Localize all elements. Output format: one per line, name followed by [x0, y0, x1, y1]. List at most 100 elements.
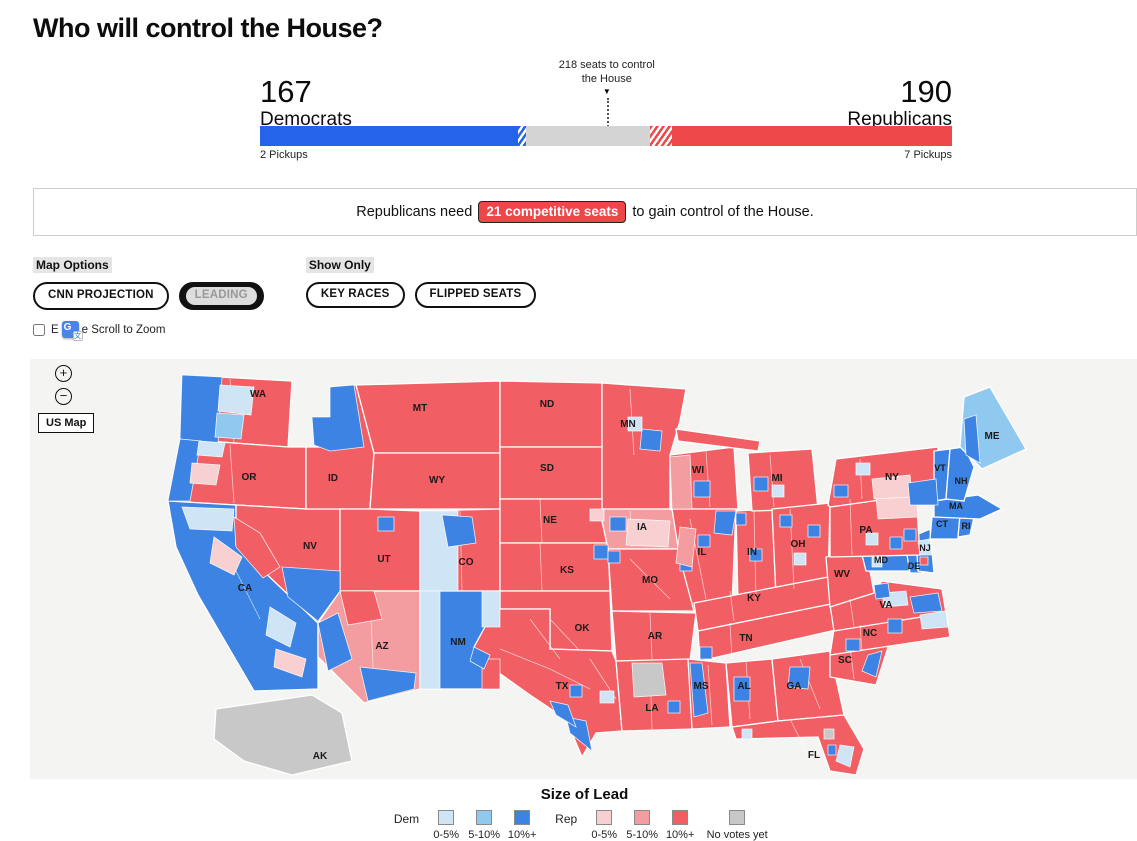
district-MN[interactable] — [639, 428, 663, 451]
district-IA[interactable] — [609, 516, 627, 531]
state-label-VT: VT — [934, 463, 946, 473]
district-UT[interactable] — [377, 516, 395, 531]
district-IL[interactable] — [697, 534, 711, 547]
district-boundary-line — [849, 598, 855, 627]
district-MI[interactable] — [753, 476, 769, 491]
legend-title: Size of Lead — [540, 785, 629, 803]
district-FL[interactable] — [827, 744, 837, 755]
district-boundary-line — [629, 558, 671, 599]
map-filter-button-flipped-seats[interactable]: FLIPPED SEATS — [414, 282, 537, 308]
state-AK[interactable] — [213, 693, 353, 776]
district-ME[interactable] — [963, 413, 981, 464]
district-IN[interactable] — [749, 548, 763, 561]
district-NM[interactable] — [419, 590, 441, 689]
district-IL[interactable] — [675, 526, 697, 567]
district-LA[interactable] — [667, 700, 681, 713]
district-TN[interactable] — [699, 646, 713, 659]
district-VA[interactable] — [873, 582, 891, 599]
district-TX[interactable] — [469, 645, 491, 670]
us-map-button[interactable]: US Map — [38, 412, 95, 433]
map-zoom-out-button[interactable]: − — [55, 387, 72, 405]
district-FL[interactable] — [741, 728, 753, 739]
district-OH[interactable] — [807, 524, 821, 537]
district-TX[interactable] — [549, 699, 577, 728]
district-MD[interactable] — [871, 556, 883, 567]
state-ND[interactable] — [499, 379, 603, 448]
map-filter-button-key-races[interactable]: KEY RACES — [305, 282, 405, 308]
district-TX[interactable] — [599, 690, 615, 703]
district-MS[interactable] — [689, 662, 709, 718]
district-GA[interactable] — [787, 666, 811, 689]
district-AZ[interactable] — [317, 611, 353, 672]
district-NJ[interactable] — [917, 538, 933, 555]
state-label-OR: OR — [242, 472, 258, 483]
district-CA[interactable] — [181, 506, 235, 531]
state-MT[interactable] — [355, 379, 501, 454]
enable-scroll-zoom-checkbox[interactable]: E G 文 e Scroll to Zoom — [33, 319, 1137, 341]
district-CA[interactable] — [273, 647, 307, 678]
district-TX[interactable] — [569, 684, 583, 697]
state-FL[interactable] — [731, 713, 865, 776]
district-ID[interactable] — [311, 384, 365, 451]
district-CA[interactable] — [209, 535, 243, 576]
district-NM[interactable] — [481, 590, 501, 627]
map-filter-button-leading[interactable]: LEADING — [178, 282, 264, 310]
map-zoom-in-button[interactable]: + — [55, 364, 72, 382]
district-OR[interactable] — [196, 440, 226, 457]
district-PA[interactable] — [903, 528, 917, 541]
district-FL[interactable] — [823, 728, 835, 739]
state-label-FL: FL — [808, 750, 820, 761]
control-threshold-label: 218 seats to control the House — [542, 58, 672, 87]
district-VA[interactable] — [909, 592, 943, 613]
district-WI[interactable] — [669, 454, 693, 509]
district-AL[interactable] — [733, 676, 751, 701]
district-IA[interactable] — [625, 518, 671, 547]
district-KS[interactable] — [593, 544, 609, 559]
district-NJ[interactable] — [919, 556, 929, 565]
district-MO[interactable] — [607, 550, 621, 563]
district-SC[interactable] — [861, 649, 883, 678]
district-MN[interactable] — [627, 416, 643, 431]
district-FL[interactable] — [835, 744, 855, 768]
state-MA[interactable] — [933, 493, 1004, 520]
district-PA[interactable] — [889, 536, 903, 549]
state-KS[interactable] — [499, 541, 611, 592]
district-WA[interactable] — [214, 412, 245, 439]
district-IL[interactable] — [713, 510, 737, 535]
district-NY[interactable] — [833, 484, 849, 497]
district-CA[interactable] — [233, 515, 281, 579]
district-CO[interactable] — [441, 514, 477, 547]
state-label-CA: CA — [238, 583, 252, 594]
district-NC[interactable] — [887, 618, 903, 633]
district-NY[interactable] — [907, 478, 939, 505]
district-NM[interactable] — [481, 658, 501, 689]
district-TX[interactable] — [565, 715, 593, 752]
district-boundary-line — [729, 622, 733, 659]
district-OH[interactable] — [793, 552, 807, 565]
state-label-VA: VA — [879, 600, 892, 611]
district-NC[interactable] — [845, 638, 861, 651]
district-WA[interactable] — [217, 384, 255, 415]
map-filter-button-cnn-projection[interactable]: CNN PROJECTION — [33, 282, 169, 310]
district-CA[interactable] — [265, 605, 297, 648]
district-NC[interactable] — [919, 610, 949, 629]
district-AZ[interactable] — [359, 666, 417, 701]
district-IN[interactable] — [735, 512, 747, 525]
legend-item-dem-0: 0-5% — [427, 809, 465, 841]
district-AZ[interactable] — [339, 590, 383, 625]
district-OR[interactable] — [167, 438, 202, 501]
district-boundary-line — [849, 498, 853, 555]
house-districts-map[interactable]: WA OR ID MT WY ND SD NE KS MN IA MO AR LA WI IL IN OH MI KY… — [30, 359, 1137, 779]
district-NY[interactable] — [855, 462, 871, 475]
district-WI[interactable] — [693, 480, 711, 497]
scroll-zoom-checkbox-input[interactable] — [33, 323, 45, 336]
district-OR[interactable] — [189, 462, 221, 485]
district-MI[interactable] — [771, 484, 785, 497]
state-MI-upper-peninsula[interactable] — [675, 427, 761, 452]
district-NE[interactable] — [589, 508, 605, 521]
district-OH[interactable] — [779, 514, 793, 527]
district-NV[interactable] — [281, 566, 341, 622]
banner-suffix: to gain control of the House. — [632, 204, 814, 220]
district-PA[interactable] — [865, 532, 879, 545]
district-LA[interactable] — [631, 662, 667, 697]
